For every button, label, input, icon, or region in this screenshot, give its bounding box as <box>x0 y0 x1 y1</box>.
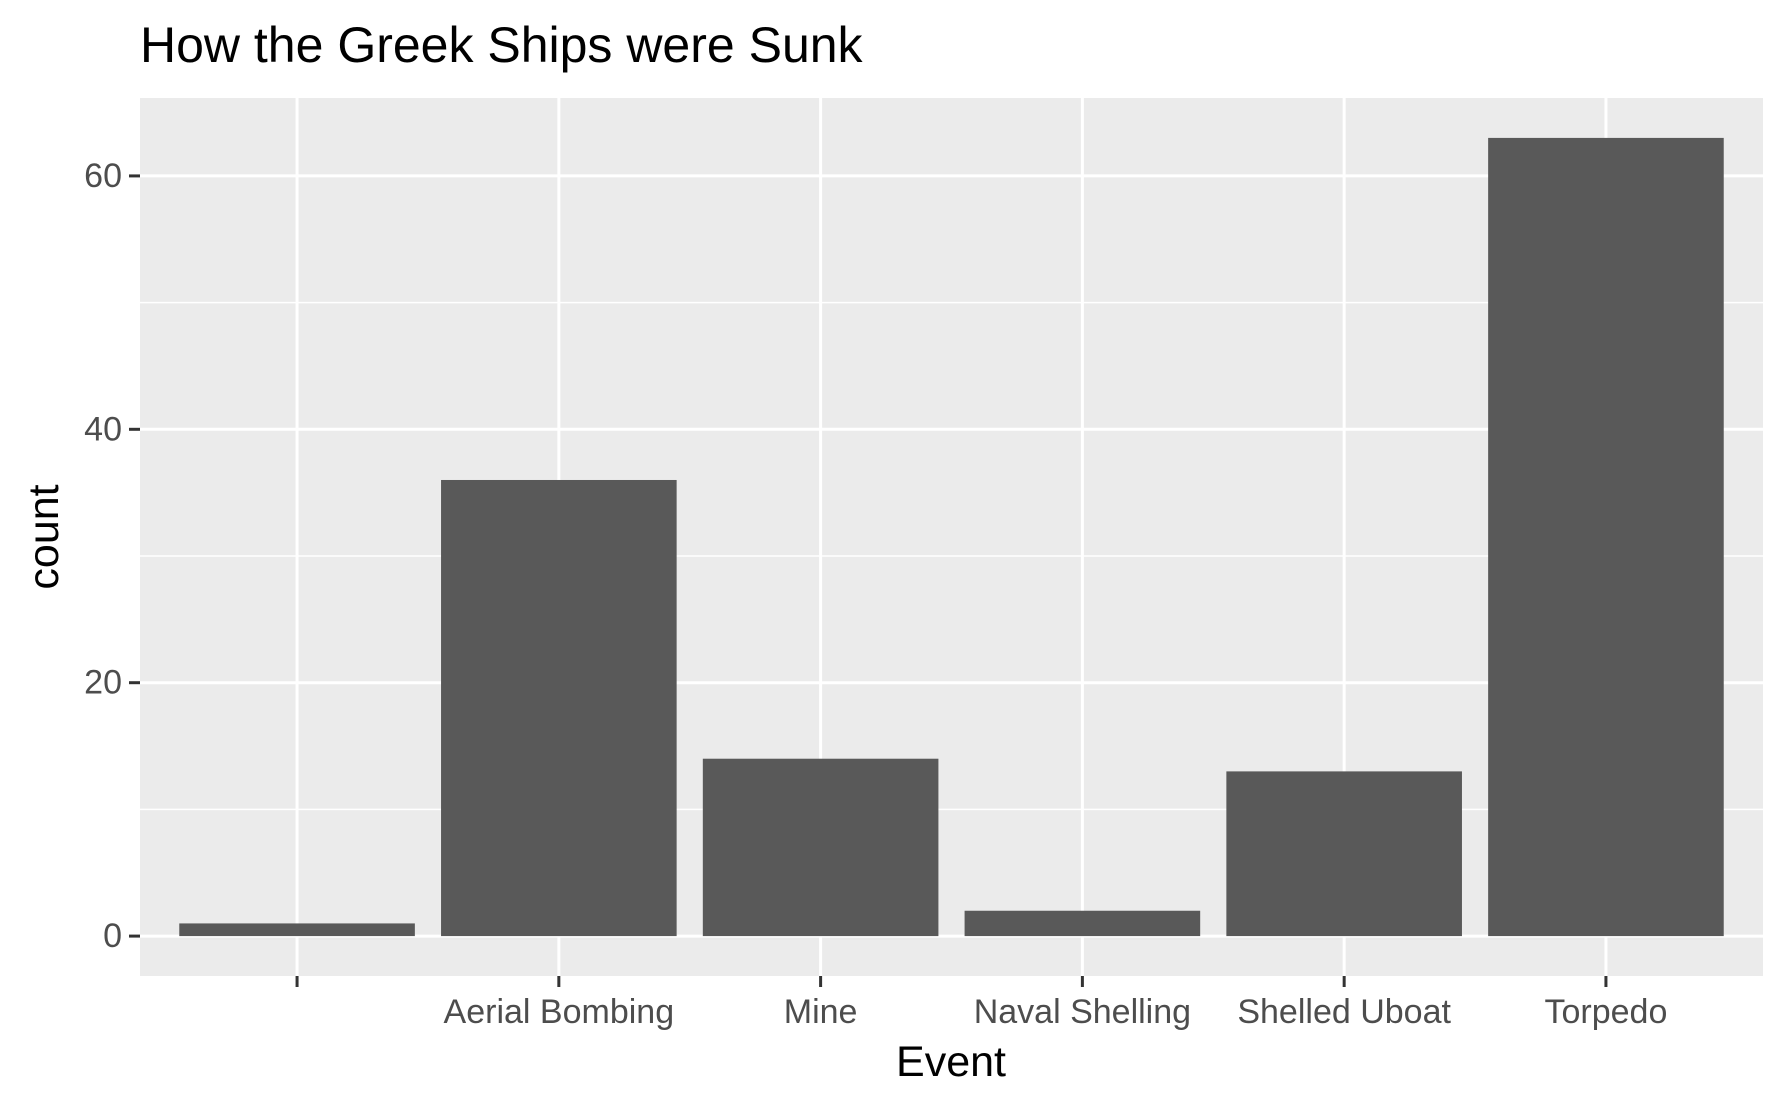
chart-title: How the Greek Ships were Sunk <box>140 17 864 73</box>
x-tick-label: Mine <box>784 993 858 1031</box>
y-tick-label: 40 <box>84 410 122 448</box>
x-axis: Aerial Bombing Mine Naval Shelling Shelled … <box>295 976 1667 1031</box>
x-tick-label: Torpedo <box>1544 993 1667 1031</box>
bar <box>441 479 677 937</box>
bar <box>964 910 1201 937</box>
bar <box>1226 771 1462 937</box>
y-axis-title: count <box>20 484 68 589</box>
y-tick-label: 20 <box>84 664 122 702</box>
y-tick-label: 60 <box>84 157 122 195</box>
y-tick-label: 0 <box>103 917 122 955</box>
x-tick-label: Aerial Bombing <box>444 993 675 1031</box>
bar <box>702 758 939 937</box>
bar <box>179 923 415 937</box>
y-axis: 0 20 40 60 <box>84 157 140 955</box>
bars <box>179 137 1724 937</box>
x-tick-label: Naval Shelling <box>974 993 1191 1031</box>
x-tick-label: Shelled Uboat <box>1237 993 1451 1031</box>
x-axis-title: Event <box>896 1038 1006 1086</box>
bar <box>1488 137 1724 937</box>
